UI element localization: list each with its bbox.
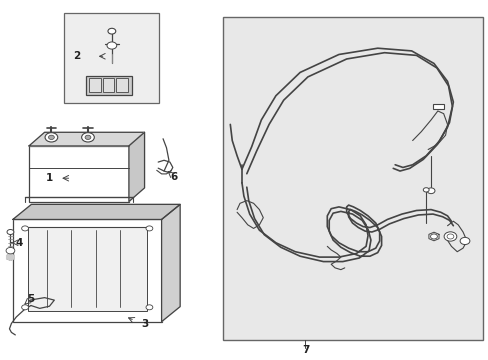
Bar [86, 76, 132, 95]
Text: 2: 2 [73, 51, 80, 61]
Circle shape [48, 135, 54, 139]
Polygon shape [161, 204, 180, 321]
Circle shape [429, 234, 436, 239]
Text: 1: 1 [46, 173, 53, 183]
Circle shape [85, 135, 91, 139]
Polygon shape [29, 132, 144, 146]
Text: 5: 5 [27, 294, 35, 304]
Bar [222, 17, 483, 339]
Circle shape [146, 226, 153, 231]
Circle shape [443, 232, 456, 241]
Bar [27, 226, 147, 311]
Circle shape [21, 226, 28, 231]
Circle shape [446, 234, 453, 239]
Circle shape [21, 305, 28, 310]
Bar [432, 104, 443, 109]
Circle shape [7, 229, 14, 234]
Circle shape [423, 188, 428, 192]
Bar [89, 78, 101, 93]
Bar [116, 78, 128, 93]
Circle shape [45, 133, 58, 142]
Text: 4: 4 [16, 238, 23, 248]
Bar [64, 13, 159, 103]
Circle shape [146, 305, 153, 310]
Circle shape [107, 42, 117, 49]
Bar [29, 146, 129, 202]
Text: 3: 3 [141, 319, 148, 329]
Circle shape [459, 237, 469, 244]
Polygon shape [7, 254, 14, 260]
Text: 6: 6 [170, 172, 177, 182]
Text: 7: 7 [301, 345, 308, 355]
Circle shape [108, 28, 116, 34]
Polygon shape [13, 204, 180, 220]
Circle shape [427, 188, 434, 194]
Circle shape [81, 133, 94, 142]
Polygon shape [129, 132, 144, 202]
Circle shape [6, 247, 15, 254]
Bar [13, 220, 161, 321]
Bar [102, 78, 114, 93]
